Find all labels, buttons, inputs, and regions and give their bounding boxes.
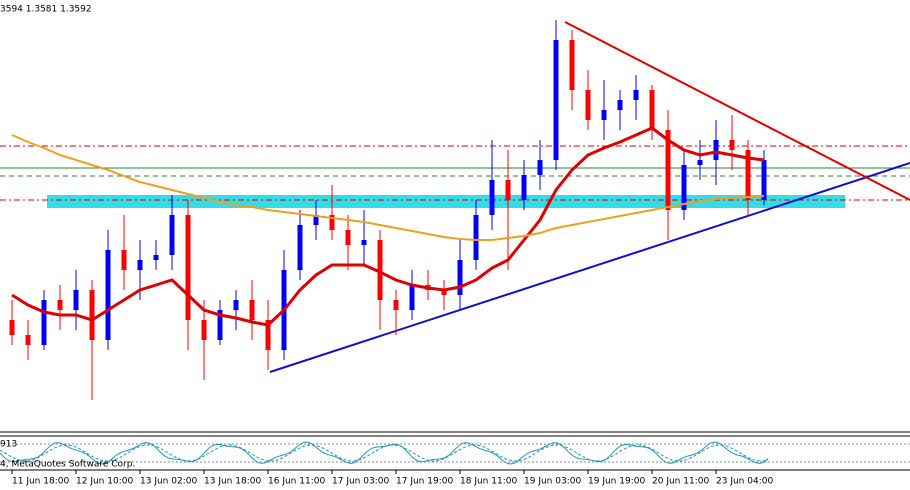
candle-body	[9, 320, 15, 335]
copyright: 4, MetaQuotes Software Corp.	[0, 460, 135, 470]
x-tick-label: 13 Jun 02:00	[140, 477, 197, 487]
candle-body	[521, 175, 527, 200]
candle-body	[505, 180, 511, 200]
candle-body	[489, 180, 495, 215]
candle-body	[345, 230, 351, 245]
header-prices: 3594 1.3581 1.3592	[0, 5, 92, 15]
candle-body	[761, 160, 767, 200]
candle-body	[249, 300, 255, 320]
candle-body	[361, 240, 367, 245]
candle-body	[377, 240, 383, 300]
candle-body	[169, 215, 175, 255]
x-tick-label: 17 Jun 19:00	[396, 477, 453, 487]
trend-line	[564, 21, 910, 201]
candle-body	[457, 260, 463, 295]
x-tick-label: 11 Jun 18:00	[12, 477, 69, 487]
candle-body	[409, 285, 415, 310]
candle-body	[601, 110, 607, 120]
candle-body	[25, 335, 31, 345]
candle-body	[105, 250, 111, 340]
oscillator-signal	[0, 444, 769, 462]
candle-body	[121, 250, 127, 270]
candle-body	[297, 225, 303, 270]
candle-body	[57, 300, 63, 310]
candle-body	[41, 300, 47, 345]
candle-body	[713, 140, 719, 160]
candle-body	[313, 215, 319, 225]
moving-average	[11, 134, 765, 241]
moving-average	[11, 126, 765, 327]
candle-body	[265, 320, 271, 350]
candle-body	[393, 300, 399, 310]
x-tick-label: 13 Jun 18:00	[204, 477, 261, 487]
candle-body	[217, 310, 223, 340]
x-axis: 11 Jun 18:00 12 Jun 10:00 13 Jun 02:00 13 J…	[11, 470, 773, 487]
x-tick-label: 17 Jun 03:00	[332, 477, 389, 487]
candle-body	[233, 300, 239, 310]
candle-body	[649, 90, 655, 130]
oscillator-line	[0, 441, 769, 465]
candle-body	[329, 215, 335, 230]
x-tick-label: 23 Jun 04:00	[716, 477, 773, 487]
zone	[47, 195, 845, 208]
candle-body	[553, 40, 559, 160]
indicator-label: 913	[0, 440, 17, 450]
candle-body	[153, 255, 159, 260]
candle-body	[185, 215, 191, 320]
candle-body	[137, 260, 143, 270]
x-tick-label: 20 Jun 11:00	[652, 477, 709, 487]
candle-body	[617, 100, 623, 110]
candle-body	[585, 90, 591, 120]
candle-body	[473, 215, 479, 260]
candle-body	[729, 140, 735, 150]
x-tick-label: 18 Jun 11:00	[460, 477, 517, 487]
candle-body	[201, 320, 207, 340]
candle-body	[89, 290, 95, 340]
x-tick-label: 16 Jun 11:00	[268, 477, 325, 487]
candle-body	[73, 290, 79, 310]
candle-body	[537, 160, 543, 175]
main-panel	[0, 20, 910, 400]
candle-body	[569, 40, 575, 90]
x-tick-label: 19 Jun 03:00	[524, 477, 581, 487]
candle-body	[681, 165, 687, 210]
candle-body	[697, 160, 703, 165]
trend-line	[269, 162, 910, 373]
candle-body	[633, 90, 639, 100]
candle-body	[441, 290, 447, 295]
x-tick-label: 19 Jun 19:00	[588, 477, 645, 487]
x-tick-label: 12 Jun 10:00	[76, 477, 133, 487]
candle-body	[665, 130, 671, 210]
candle-body	[745, 150, 751, 200]
